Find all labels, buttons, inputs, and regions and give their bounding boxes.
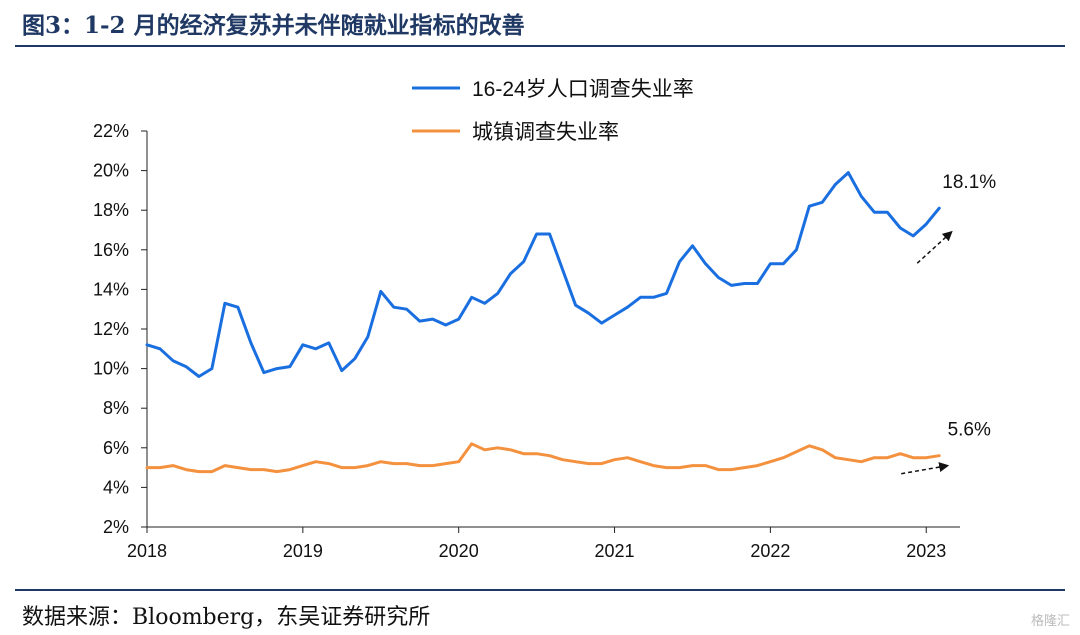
y-tick-label: 14% [93, 279, 129, 299]
y-tick-label: 22% [93, 121, 129, 141]
legend-label: 16-24岁人口调查失业率 [472, 78, 694, 101]
y-tick-label: 6% [103, 438, 129, 458]
y-tick-label: 20% [93, 161, 129, 181]
y-tick-label: 2% [103, 517, 129, 537]
legend-label: 城镇调查失业率 [472, 121, 619, 144]
x-tick-label: 2020 [439, 541, 479, 561]
source-note: 数据来源：Bloomberg，东吴证券研究所 [22, 605, 431, 630]
axes: 2% 4% 6% 8% 10% 12% 14% 16% 18% 20% 22% 2018 2019 202… [93, 121, 960, 561]
annotations: 18.1% 5.6% [901, 172, 996, 475]
figure-title: 图3：1-2 月的经济复苏并未伴随就业指标的改善 [22, 12, 525, 39]
y-tick-label: 4% [103, 477, 129, 497]
series-layer [145, 171, 941, 474]
x-tick-label: 2021 [595, 541, 635, 561]
line-chart: 2% 4% 6% 8% 10% 12% 14% 16% 18% 20% 22% 2018 2019 202… [93, 78, 996, 561]
x-tick-label: 2023 [906, 541, 946, 561]
x-tick-label: 2018 [127, 541, 167, 561]
y-tick-label: 10% [93, 359, 129, 379]
x-tick-label: 2022 [750, 541, 790, 561]
trend-arrow [916, 230, 953, 264]
end-value-label: 5.6% [948, 420, 991, 441]
header-rule [15, 45, 1065, 47]
y-tick-label: 12% [93, 319, 129, 339]
x-tick-label: 2019 [283, 541, 323, 561]
y-tick-label: 18% [93, 200, 129, 220]
trend-arrow [901, 462, 950, 475]
y-tick-label: 16% [93, 240, 129, 260]
series-line [145, 442, 941, 474]
series-line [145, 171, 941, 378]
y-tick-label: 8% [103, 398, 129, 418]
watermark: 格隆汇 [1030, 614, 1070, 629]
footer-rule [15, 589, 1065, 591]
end-value-label: 18.1% [942, 172, 996, 193]
